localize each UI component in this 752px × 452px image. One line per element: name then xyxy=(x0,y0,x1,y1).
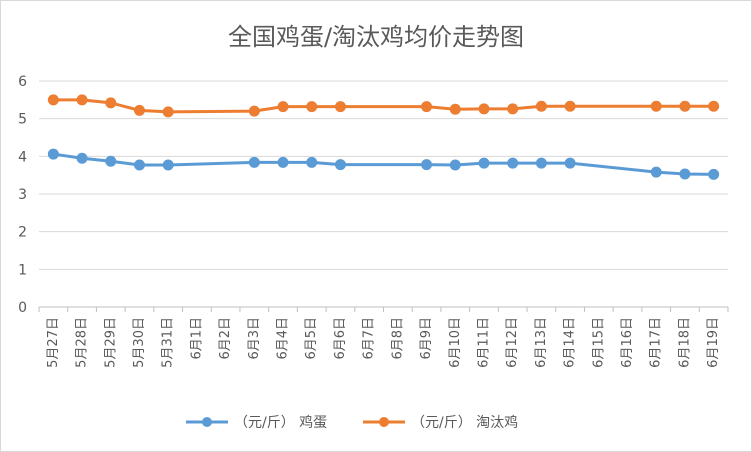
data-point xyxy=(162,106,174,118)
x-tick-label: 5月28日 xyxy=(75,317,90,368)
data-point xyxy=(535,100,547,112)
legend-item: （元/斤） 淘汰鸡 xyxy=(363,414,518,431)
data-point xyxy=(421,159,433,171)
data-point xyxy=(449,103,461,115)
x-tick-label: 6月11日 xyxy=(476,317,491,368)
legend-marker xyxy=(202,417,212,427)
y-tick-label: 0 xyxy=(18,300,27,316)
data-point xyxy=(76,152,88,164)
data-point xyxy=(306,101,318,113)
x-tick-label: 6月8日 xyxy=(390,317,405,360)
legend: （元/斤） 鸡蛋 （元/斤） 淘汰鸡 xyxy=(186,414,518,431)
x-tick-label: 6月18日 xyxy=(677,317,692,368)
x-tick-label: 6月1日 xyxy=(189,317,204,360)
gridlines xyxy=(39,80,728,308)
data-point xyxy=(334,101,346,113)
data-point xyxy=(47,94,59,106)
data-point xyxy=(708,100,720,112)
x-tick-label: 6月2日 xyxy=(218,317,233,360)
data-point xyxy=(105,155,117,167)
x-tick-label: 6月17日 xyxy=(649,317,664,368)
data-point xyxy=(133,104,145,116)
x-tick-label: 6月13日 xyxy=(534,317,549,368)
x-tick-label: 6月4日 xyxy=(276,317,291,360)
series-lines xyxy=(47,94,720,180)
data-point xyxy=(277,156,289,168)
x-tick-label: 6月3日 xyxy=(247,317,262,360)
data-point xyxy=(708,168,720,180)
data-point xyxy=(478,103,490,115)
data-point xyxy=(248,156,260,168)
x-tick-label: 6月9日 xyxy=(419,317,434,360)
x-tick-label: 5月29日 xyxy=(103,317,118,368)
x-tick-label: 6月15日 xyxy=(591,317,606,368)
data-point xyxy=(478,157,490,169)
x-tick-label: 6月19日 xyxy=(706,317,721,368)
series-line xyxy=(53,152,714,176)
x-tick-label: 6月14日 xyxy=(563,317,578,368)
data-point xyxy=(679,100,691,112)
data-point xyxy=(47,148,59,160)
x-axis-ticks: 5月27日 5月28日 5月29日 5月30日 5月31日 6月1日 6月2日 6月3日 6月4… xyxy=(38,307,729,368)
x-tick-label: 5月27日 xyxy=(46,317,61,368)
legend-marker xyxy=(379,417,389,427)
data-point xyxy=(650,100,662,112)
series-2 xyxy=(47,94,720,118)
data-point xyxy=(105,97,117,109)
data-point xyxy=(76,94,88,106)
data-point xyxy=(248,105,260,117)
x-tick-label: 6月16日 xyxy=(620,317,635,368)
x-tick-label: 6月12日 xyxy=(505,317,520,368)
data-point xyxy=(306,156,318,168)
data-point xyxy=(507,157,519,169)
y-tick-label: 5 xyxy=(18,112,27,128)
data-point xyxy=(564,157,576,169)
data-point xyxy=(507,103,519,115)
data-point xyxy=(421,101,433,113)
legend-label: （元/斤） 淘汰鸡 xyxy=(411,414,518,431)
y-tick-label: 3 xyxy=(18,187,27,203)
data-point xyxy=(162,159,174,171)
series-line xyxy=(53,98,714,114)
series-1 xyxy=(47,148,720,180)
x-tick-label: 6月7日 xyxy=(362,317,377,360)
data-point xyxy=(277,101,289,113)
data-point xyxy=(564,100,576,112)
data-point xyxy=(449,159,461,171)
data-point xyxy=(535,157,547,169)
y-tick-label: 1 xyxy=(18,262,27,278)
data-point xyxy=(133,159,145,171)
x-tick-label: 5月31日 xyxy=(161,317,176,368)
x-tick-label: 6月5日 xyxy=(304,317,319,360)
x-tick-label: 5月30日 xyxy=(132,317,147,368)
y-tick-label: 2 xyxy=(18,225,27,241)
data-point xyxy=(650,166,662,178)
data-point xyxy=(334,159,346,171)
y-tick-label: 4 xyxy=(18,149,27,165)
y-tick-label: 6 xyxy=(18,74,27,90)
x-tick-label: 6月6日 xyxy=(333,317,348,360)
x-tick-label: 6月10日 xyxy=(448,317,463,368)
data-point xyxy=(679,168,691,180)
y-axis-ticks: 0 1 2 3 4 5 6 xyxy=(18,74,27,316)
chart-title: 全国鸡蛋/淘汰鸡均价走势图 xyxy=(228,23,524,51)
legend-item: （元/斤） 鸡蛋 xyxy=(186,414,327,431)
legend-label: （元/斤） 鸡蛋 xyxy=(234,414,327,431)
